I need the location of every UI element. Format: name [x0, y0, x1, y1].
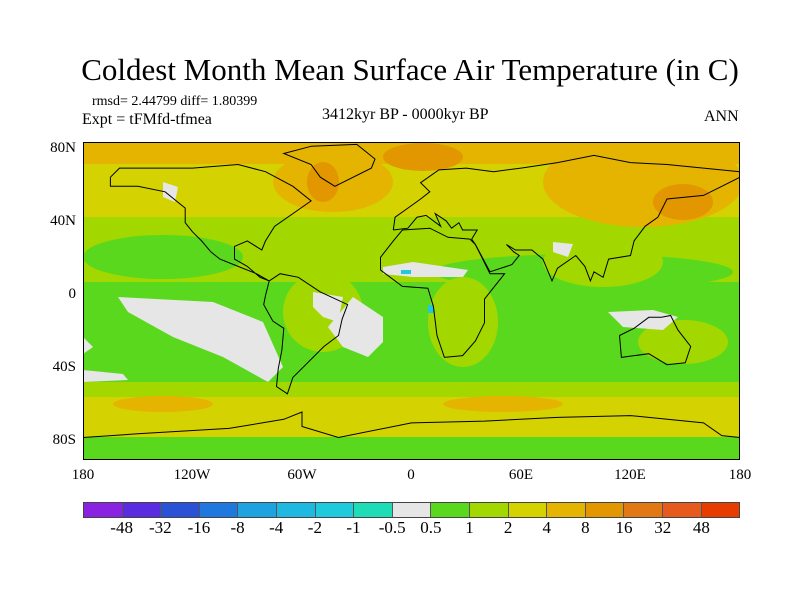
colorbar-swatch [199, 503, 239, 517]
lon-label-120e: 120E [614, 467, 646, 483]
colorbar-label: -32 [148, 518, 172, 537]
colorbar-label: -0.5 [378, 518, 406, 537]
coastlines [83, 143, 740, 439]
colorbar-label: 2 [503, 518, 513, 537]
lon-label-60e: 60E [508, 467, 534, 483]
stats-text: rmsd= 2.44799 diff= 1.80399 [92, 94, 258, 109]
coastline-greenland [282, 143, 376, 187]
colorbar-swatch [238, 503, 277, 517]
colorbar-swatch [392, 503, 432, 517]
season-label: ANN [704, 108, 739, 125]
lon-label-0: 0 [407, 467, 415, 483]
coastline-antarctica [83, 411, 740, 439]
map-frame [83, 142, 740, 460]
colorbar-label: 8 [581, 518, 590, 537]
coastline-north-america [109, 163, 312, 282]
lat-label-0: 0 [68, 286, 77, 302]
colorbar-swatch [354, 503, 393, 517]
colorbar-swatch [662, 503, 702, 517]
lon-label-60w: 60W [287, 467, 317, 483]
colorbar-swatch [585, 503, 625, 517]
lon-label-180w: 180 [71, 467, 95, 483]
lon-label-180e: 180 [728, 467, 752, 483]
colorbar-label: -8 [230, 518, 245, 537]
colorbar-label: 0.5 [420, 518, 442, 537]
lat-label-80n: 80N [50, 140, 76, 156]
colorbar-label: -2 [307, 518, 322, 537]
colorbar-swatch [431, 503, 470, 517]
colorbar-label: 16 [615, 518, 633, 537]
colorbar-label: -1 [346, 518, 361, 537]
colorbar-swatch [161, 503, 200, 517]
colorbar-swatch [624, 503, 663, 517]
lat-label-40s: 40S [52, 359, 76, 375]
coastline-africa [380, 227, 506, 358]
colorbar-swatch [315, 503, 355, 517]
colorbar-swatch [469, 503, 509, 517]
colorbar [83, 502, 740, 518]
colorbar-label: 32 [654, 518, 672, 537]
map-title: Coldest Month Mean Surface Air Temperatu… [81, 52, 739, 87]
experiment-label: Expt = tFMfd-tfmea [82, 111, 212, 128]
colorbar-label: -4 [269, 518, 284, 537]
lat-label-40n: 40N [50, 213, 76, 229]
colorbar-swatch [547, 503, 586, 517]
lon-label-120w: 120W [173, 467, 211, 483]
field-shading [83, 142, 740, 460]
colorbar-swatch [122, 503, 162, 517]
lat-label-80s: 80S [52, 432, 76, 448]
colorbar-label: -48 [110, 518, 133, 537]
colorbar-label: 48 [692, 518, 710, 537]
colorbar-label: 1 [465, 518, 474, 537]
coastline-eurasia [392, 154, 740, 283]
colorbar-swatch [84, 503, 123, 517]
temperature-map [83, 142, 740, 460]
colorbar-label: 4 [542, 518, 552, 537]
colorbar-swatch [276, 503, 316, 517]
colorbar-swatch [508, 503, 548, 517]
coastline-south-america [263, 273, 349, 395]
coastline-australia [619, 314, 692, 366]
period-label: 3412kyr BP - 0000kyr BP [322, 106, 489, 123]
colorbar-swatch [701, 503, 740, 517]
colorbar-label: -16 [187, 518, 211, 537]
